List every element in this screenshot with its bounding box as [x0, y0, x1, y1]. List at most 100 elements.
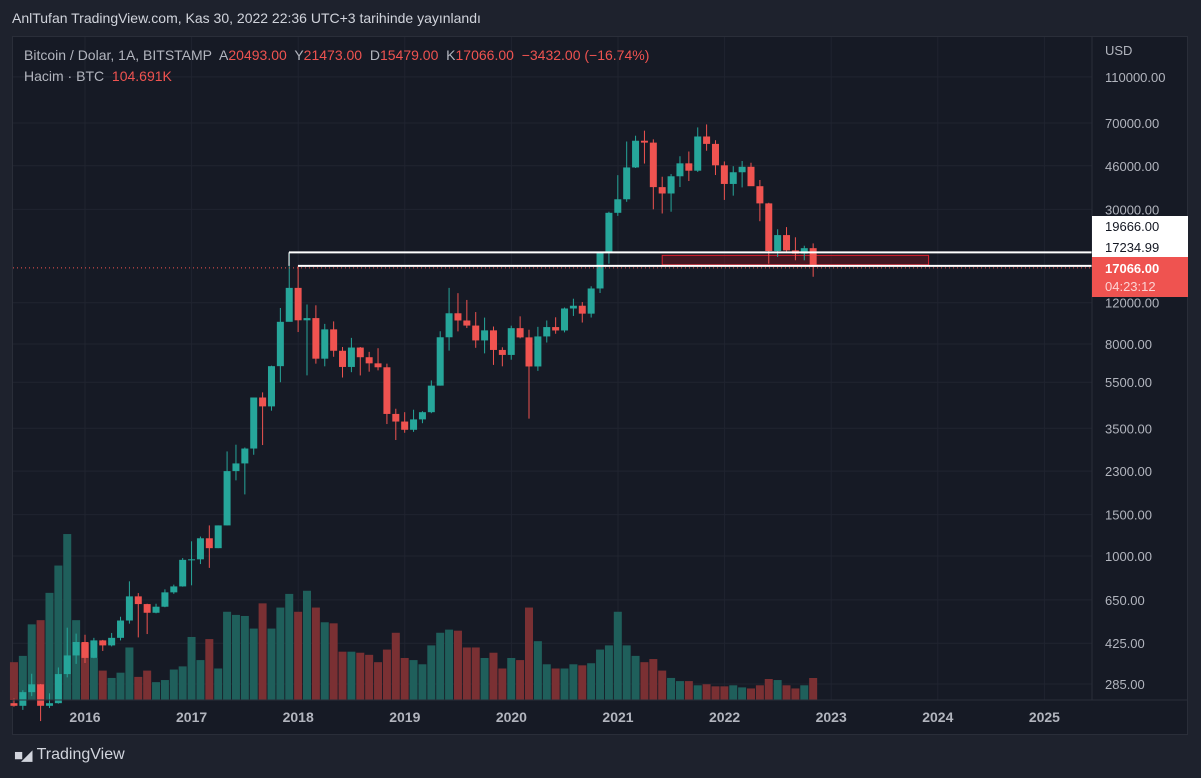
- candle: [596, 252, 604, 294]
- candle: [28, 673, 36, 697]
- candle: [410, 409, 418, 432]
- candle: [756, 179, 764, 222]
- candle: [401, 412, 409, 433]
- candle-body: [703, 136, 711, 144]
- candle-body: [605, 212, 613, 253]
- candle-body: [232, 463, 240, 472]
- candle: [765, 202, 773, 264]
- candle: [250, 397, 258, 455]
- price-tick-label: 1000.00: [1105, 549, 1152, 564]
- chart-panel[interactable]: [12, 36, 1188, 735]
- candle-body: [19, 692, 27, 706]
- candle: [498, 347, 506, 367]
- candle-body: [81, 642, 89, 658]
- volume-bar: [693, 685, 702, 700]
- volume-bar: [569, 664, 578, 700]
- candle-body: [427, 385, 435, 413]
- close-label: K: [446, 47, 456, 63]
- candle: [214, 525, 222, 549]
- volume-bars: [9, 534, 818, 700]
- year-tick-label: 2016: [69, 709, 100, 725]
- volume-bar: [729, 685, 738, 700]
- candle: [223, 451, 231, 526]
- candle-body: [356, 347, 364, 358]
- candle: [507, 325, 515, 360]
- price-axis[interactable]: 110000.00 70000.00 46000.00 30000.00 12000.0…: [1105, 70, 1166, 692]
- candle: [347, 337, 355, 373]
- price-tick-label: 12000.00: [1105, 296, 1159, 311]
- volume-bar: [294, 611, 303, 700]
- grid: [13, 37, 1092, 700]
- volume-bar: [196, 660, 205, 700]
- footer-brand[interactable]: ■◢ TradingView: [14, 746, 125, 764]
- price-tick-label: 425.00: [1105, 636, 1145, 651]
- candle-body: [90, 640, 98, 658]
- high-value: 21473.00: [303, 47, 363, 63]
- volume-bar: [409, 660, 418, 700]
- candle-body: [45, 703, 53, 706]
- candle-body: [800, 248, 808, 254]
- candle: [649, 139, 657, 210]
- candle-body: [489, 330, 497, 350]
- candle-body: [214, 525, 222, 549]
- candle-body: [507, 328, 515, 355]
- candle-body: [587, 288, 595, 314]
- time-axis[interactable]: 2016 2017 2018 2019 2020 2021 2022 2023 2024 2025: [69, 709, 1060, 725]
- currency-label: USD: [1105, 43, 1132, 58]
- volume-bar: [791, 688, 800, 700]
- volume-label[interactable]: Hacim · BTC: [24, 68, 105, 84]
- year-tick-label: 2018: [283, 709, 314, 725]
- volume-bar: [223, 611, 232, 700]
- volume-bar: [755, 685, 764, 700]
- volume-bar: [81, 643, 89, 700]
- candle-body: [401, 421, 409, 430]
- high-label: Y: [294, 47, 304, 63]
- candle: [196, 536, 204, 565]
- volume-bar: [391, 632, 400, 700]
- volume-bar: [231, 614, 240, 700]
- volume-bar: [516, 660, 525, 700]
- candle: [720, 161, 728, 200]
- candle: [587, 286, 595, 318]
- candle: [676, 156, 684, 188]
- volume-bar: [542, 664, 551, 700]
- candle: [703, 124, 711, 151]
- volume-bar: [649, 659, 658, 700]
- candle-body: [445, 313, 453, 338]
- candle-body: [569, 305, 577, 309]
- candle: [427, 380, 435, 414]
- volume-bar: [320, 622, 329, 700]
- candle-body: [667, 176, 675, 194]
- candle: [711, 140, 719, 176]
- candle-body: [658, 187, 666, 194]
- price-tick-label: 650.00: [1105, 593, 1145, 608]
- year-tick-label: 2022: [709, 709, 740, 725]
- candle-body: [125, 596, 133, 621]
- level-lines: [13, 251, 1092, 269]
- candle: [188, 541, 196, 586]
- candle: [205, 525, 213, 568]
- volume-bar: [675, 681, 684, 700]
- volume-bar: [436, 632, 445, 700]
- candle-body: [561, 308, 569, 331]
- candle: [99, 639, 107, 651]
- year-tick-label: 2025: [1029, 709, 1060, 725]
- volume-bar: [453, 630, 462, 700]
- candle: [640, 130, 648, 164]
- candle-body: [347, 347, 355, 367]
- candle: [623, 141, 631, 202]
- candle-body: [294, 287, 302, 321]
- year-tick-label: 2024: [922, 709, 953, 725]
- brand-name: TradingView: [36, 746, 125, 763]
- candle: [738, 160, 746, 188]
- candle-body: [436, 337, 444, 386]
- symbol-name[interactable]: Bitcoin / Dolar, 1A, BITSTAMP: [24, 47, 213, 63]
- volume-bar: [356, 652, 365, 700]
- candle-body: [152, 606, 160, 613]
- candle-body: [196, 538, 204, 560]
- volume-bar: [667, 677, 676, 700]
- candle: [339, 347, 347, 378]
- tradingview-logo-icon: ■◢: [14, 747, 33, 764]
- volume-bar: [640, 662, 649, 700]
